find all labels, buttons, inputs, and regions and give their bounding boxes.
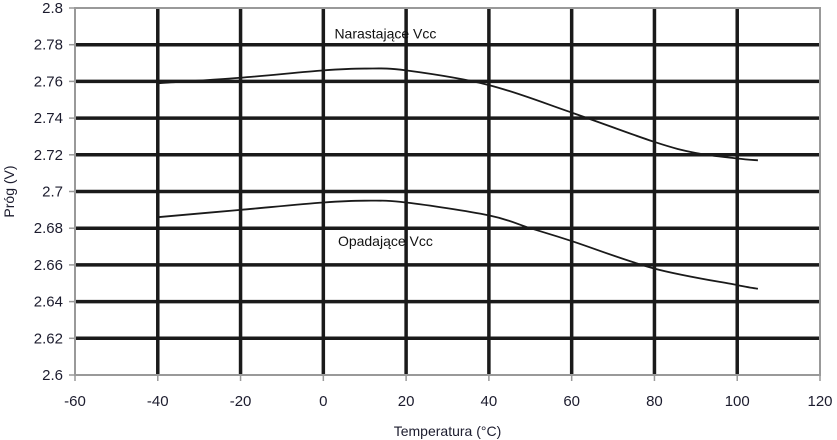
y-tick-label: 2.68 <box>34 220 63 237</box>
grid <box>69 7 821 381</box>
x-tick-label: 40 <box>481 393 498 410</box>
x-tick-label: -60 <box>64 393 86 410</box>
annotations: Narastające Vcc Opadające Vcc <box>334 26 436 249</box>
x-tick-label: 20 <box>398 393 415 410</box>
y-tick-label: 2.78 <box>34 37 63 54</box>
y-tick-label: 2.74 <box>34 110 63 127</box>
x-tick-label: -40 <box>147 393 169 410</box>
x-tick-label: 0 <box>319 393 327 410</box>
y-tick-label: 2.62 <box>34 330 63 347</box>
y-tick-label: 2.72 <box>34 147 63 164</box>
tick-labels: 2.6 2.62 2.64 2.66 2.68 2.7 2.72 2.74 2.76 2.78 2.… <box>34 0 833 410</box>
x-tick-label: 120 <box>807 393 832 410</box>
y-tick-label: 2.7 <box>42 184 63 201</box>
x-tick-label: 80 <box>646 393 663 410</box>
y-axis-label: Próg (V) <box>1 165 17 217</box>
series-line <box>157 199 759 290</box>
plot-frame <box>74 7 821 376</box>
y-tick-label: 2.76 <box>34 73 63 90</box>
series-lines <box>157 67 759 290</box>
x-tick-label: -20 <box>230 393 252 410</box>
curve-annotation: Opadające Vcc <box>338 233 433 249</box>
y-tick-label: 2.6 <box>42 367 63 384</box>
x-tick-label: 100 <box>725 393 750 410</box>
curve-annotation: Narastające Vcc <box>334 26 436 42</box>
y-tick-label: 2.64 <box>34 294 63 311</box>
x-tick-label: 60 <box>563 393 580 410</box>
series-line <box>157 67 758 162</box>
y-tick-label: 2.66 <box>34 257 63 274</box>
x-axis-label: Temperatura (°C) <box>394 423 502 439</box>
y-tick-label: 2.8 <box>42 0 63 17</box>
